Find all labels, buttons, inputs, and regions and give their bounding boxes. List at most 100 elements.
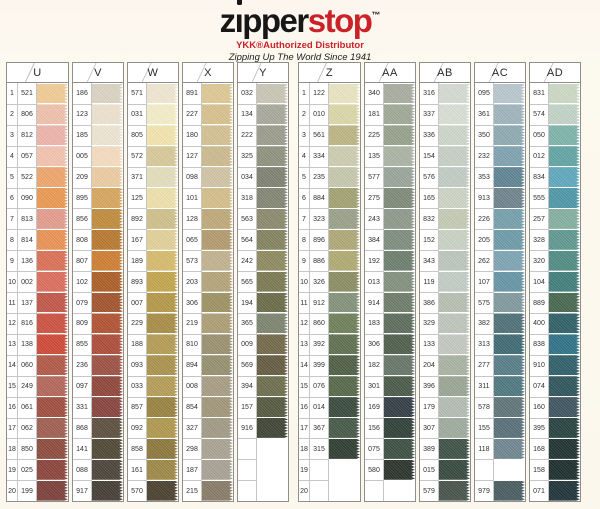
color-swatch[interactable]: [37, 438, 68, 459]
color-swatch[interactable]: [147, 480, 178, 501]
color-swatch[interactable]: [384, 83, 415, 104]
color-swatch[interactable]: [202, 104, 233, 125]
color-swatch[interactable]: [549, 146, 580, 167]
color-swatch[interactable]: [549, 250, 580, 271]
color-swatch[interactable]: [92, 334, 123, 355]
color-swatch[interactable]: [92, 418, 123, 438]
color-swatch[interactable]: [92, 271, 123, 292]
color-swatch[interactable]: [384, 167, 415, 188]
color-swatch[interactable]: [202, 125, 233, 146]
color-swatch[interactable]: [494, 438, 525, 459]
color-swatch[interactable]: [549, 104, 580, 125]
color-swatch[interactable]: [494, 104, 525, 125]
color-swatch[interactable]: [329, 397, 360, 417]
color-swatch[interactable]: [257, 250, 288, 271]
color-swatch[interactable]: [329, 438, 360, 459]
color-swatch[interactable]: [147, 104, 178, 125]
color-swatch[interactable]: [494, 167, 525, 188]
color-swatch[interactable]: [494, 250, 525, 271]
color-swatch[interactable]: [384, 104, 415, 125]
color-swatch[interactable]: [549, 480, 580, 501]
color-swatch[interactable]: [439, 208, 470, 229]
color-swatch[interactable]: [329, 334, 360, 355]
color-swatch[interactable]: [147, 271, 178, 292]
color-swatch[interactable]: [257, 167, 288, 188]
color-swatch[interactable]: [92, 104, 123, 125]
color-swatch[interactable]: [257, 334, 288, 355]
color-swatch[interactable]: [202, 313, 233, 334]
color-swatch[interactable]: [439, 334, 470, 355]
color-swatch[interactable]: [439, 376, 470, 397]
color-swatch[interactable]: [92, 146, 123, 167]
color-swatch[interactable]: [202, 376, 233, 397]
color-swatch[interactable]: [494, 83, 525, 104]
color-swatch[interactable]: [147, 125, 178, 146]
color-swatch[interactable]: [202, 480, 233, 501]
color-swatch[interactable]: [494, 355, 525, 376]
color-swatch[interactable]: [329, 146, 360, 167]
color-swatch[interactable]: [257, 125, 288, 146]
color-swatch[interactable]: [202, 292, 233, 313]
color-swatch[interactable]: [202, 208, 233, 229]
color-swatch[interactable]: [439, 125, 470, 146]
color-swatch[interactable]: [147, 292, 178, 313]
color-swatch[interactable]: [92, 292, 123, 313]
color-swatch[interactable]: [202, 355, 233, 376]
color-swatch[interactable]: [147, 438, 178, 459]
color-swatch[interactable]: [92, 459, 123, 480]
color-swatch[interactable]: [439, 459, 470, 480]
color-swatch[interactable]: [549, 229, 580, 250]
color-swatch[interactable]: [549, 188, 580, 208]
color-swatch[interactable]: [257, 208, 288, 229]
color-swatch[interactable]: [439, 355, 470, 376]
color-swatch[interactable]: [439, 480, 470, 501]
color-swatch[interactable]: [257, 292, 288, 313]
color-swatch[interactable]: [439, 104, 470, 125]
color-swatch[interactable]: [37, 334, 68, 355]
color-swatch[interactable]: [384, 271, 415, 292]
color-swatch[interactable]: [92, 438, 123, 459]
color-swatch[interactable]: [494, 480, 525, 501]
color-swatch[interactable]: [147, 355, 178, 376]
color-swatch[interactable]: [329, 188, 360, 208]
color-swatch[interactable]: [37, 208, 68, 229]
color-swatch[interactable]: [549, 376, 580, 397]
color-swatch[interactable]: [549, 292, 580, 313]
color-swatch[interactable]: [37, 418, 68, 438]
color-swatch[interactable]: [37, 125, 68, 146]
color-swatch[interactable]: [549, 271, 580, 292]
color-swatch[interactable]: [92, 397, 123, 417]
color-swatch[interactable]: [92, 313, 123, 334]
color-swatch[interactable]: [147, 146, 178, 167]
color-swatch[interactable]: [329, 376, 360, 397]
color-swatch[interactable]: [37, 480, 68, 501]
color-swatch[interactable]: [384, 208, 415, 229]
color-swatch[interactable]: [37, 250, 68, 271]
color-swatch[interactable]: [329, 83, 360, 104]
color-swatch[interactable]: [329, 355, 360, 376]
color-swatch[interactable]: [257, 146, 288, 167]
color-swatch[interactable]: [384, 146, 415, 167]
color-swatch[interactable]: [549, 355, 580, 376]
color-swatch[interactable]: [92, 376, 123, 397]
color-swatch[interactable]: [329, 250, 360, 271]
color-swatch[interactable]: [37, 313, 68, 334]
color-swatch[interactable]: [494, 313, 525, 334]
color-swatch[interactable]: [202, 250, 233, 271]
color-swatch[interactable]: [147, 313, 178, 334]
color-swatch[interactable]: [92, 188, 123, 208]
color-swatch[interactable]: [549, 208, 580, 229]
color-swatch[interactable]: [92, 355, 123, 376]
color-swatch[interactable]: [37, 292, 68, 313]
color-swatch[interactable]: [37, 83, 68, 104]
color-swatch[interactable]: [329, 271, 360, 292]
color-swatch[interactable]: [439, 83, 470, 104]
color-swatch[interactable]: [37, 397, 68, 417]
color-swatch[interactable]: [202, 418, 233, 438]
color-swatch[interactable]: [257, 229, 288, 250]
color-swatch[interactable]: [257, 271, 288, 292]
color-swatch[interactable]: [329, 104, 360, 125]
color-swatch[interactable]: [494, 271, 525, 292]
color-swatch[interactable]: [384, 250, 415, 271]
color-swatch[interactable]: [439, 313, 470, 334]
